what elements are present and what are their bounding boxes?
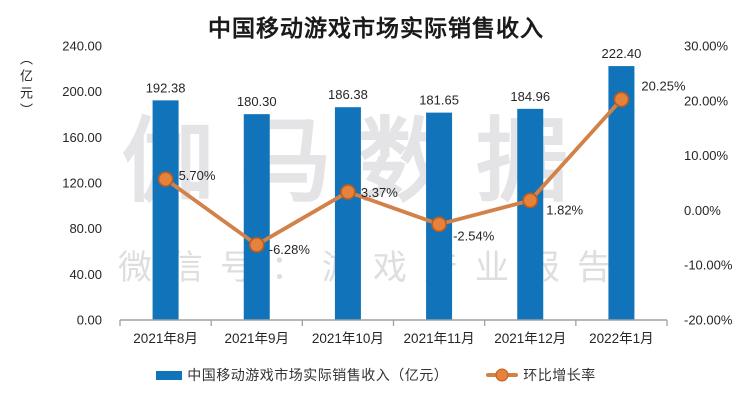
line-value-label: -2.54% (453, 228, 495, 243)
y-axis-tick-label: 80.00 (69, 221, 102, 236)
line-value-label: 20.25% (641, 78, 686, 93)
y2-axis-tick-label: -20.00% (684, 313, 733, 328)
line-series-swatch-icon (486, 368, 519, 382)
line-value-label: -6.28% (269, 242, 311, 257)
x-axis-label: 2021年10月 (312, 331, 384, 346)
x-axis-label: 2021年8月 (133, 331, 198, 346)
line-marker-icon (495, 368, 509, 382)
bar-value-label: 184.96 (510, 89, 550, 104)
x-axis-label: 2021年9月 (224, 331, 289, 346)
y-axis-tick-label: 240.00 (62, 39, 102, 54)
bar (517, 108, 544, 320)
bar-value-label: 181.65 (419, 93, 459, 108)
line-value-label: 3.37% (361, 185, 398, 200)
line-marker (340, 184, 356, 200)
y-axis-unit-label: （亿元） (18, 52, 33, 120)
legend-label-revenue: 中国移动游戏市场实际销售收入（亿元） (187, 367, 449, 383)
bar (334, 107, 361, 321)
bar (426, 112, 453, 321)
bar-value-label: 222.40 (602, 46, 642, 61)
y-axis-tick-label: 160.00 (62, 130, 102, 145)
line-marker (613, 91, 630, 108)
chart-title: 中国移动游戏市场实际销售收入 (208, 15, 544, 41)
legend: 中国移动游戏市场实际销售收入（亿元） 环比增长率 (0, 365, 752, 385)
y2-axis-tick-label: 10.00% (684, 148, 729, 163)
y-axis-tick-label: 200.00 (62, 84, 102, 99)
y2-axis-tick-label: 20.00% (684, 93, 729, 108)
y-axis-tick-label: 0.00 (77, 313, 102, 328)
line-marker (522, 192, 539, 209)
bar (152, 100, 179, 320)
line-marker (431, 216, 447, 233)
y2-axis-tick-label: 30.00% (684, 39, 729, 54)
y-axis-tick-label: 40.00 (69, 267, 102, 282)
x-axis-label: 2021年11月 (404, 331, 475, 346)
bar-value-label: 180.30 (237, 94, 277, 109)
line-value-label: 1.82% (546, 202, 583, 217)
bar-value-label: 192.38 (146, 80, 186, 95)
bar (243, 114, 270, 320)
growth-line (163, 97, 624, 247)
legend-item-growth-rate: 环比增长率 (486, 365, 596, 385)
x-axis-label: 2022年1月 (589, 331, 654, 346)
line-marker (157, 171, 174, 187)
legend-label-growth-rate: 环比增长率 (523, 367, 596, 383)
y2-axis-tick-label: -10.00% (684, 258, 733, 273)
legend-item-revenue: 中国移动游戏市场实际销售收入（亿元） (156, 365, 448, 385)
bar-value-label: 186.38 (328, 87, 368, 102)
bar-series-swatch-icon (156, 370, 183, 380)
line-value-label: 5.70% (179, 168, 216, 183)
y-axis-tick-label: 120.00 (62, 176, 102, 191)
line-marker (248, 237, 265, 253)
y2-axis-tick-label: 0.00% (684, 203, 721, 218)
x-axis-label: 2021年12月 (494, 331, 566, 346)
